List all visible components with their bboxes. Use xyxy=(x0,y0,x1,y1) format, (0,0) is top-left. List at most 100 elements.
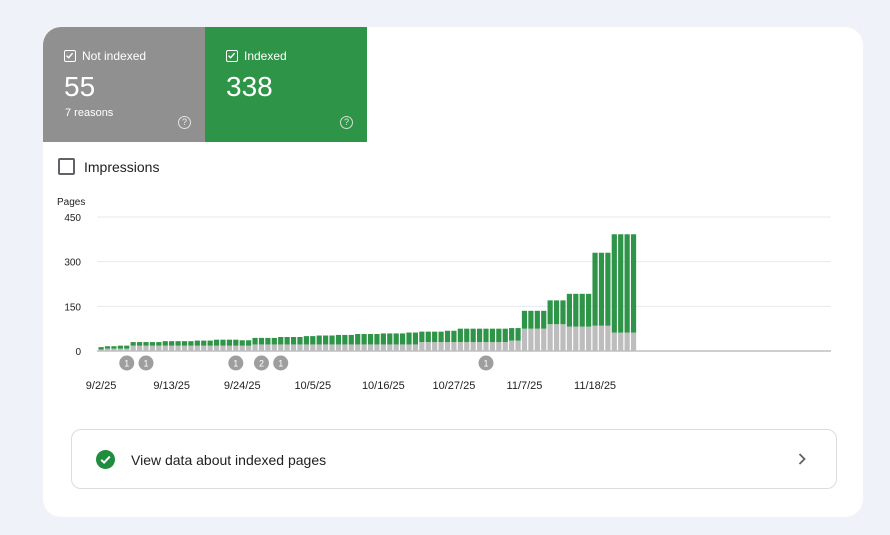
bar-indexed xyxy=(265,337,271,345)
bar-not-indexed xyxy=(573,326,579,351)
bar-indexed xyxy=(194,340,200,346)
bar-not-indexed xyxy=(290,344,297,351)
bar-indexed xyxy=(226,339,232,346)
bar-not-indexed xyxy=(560,324,566,351)
bar-indexed xyxy=(547,300,553,325)
indexed-tile[interactable]: Indexed 338 ? xyxy=(205,27,367,142)
bar-indexed xyxy=(111,346,117,349)
bar-indexed xyxy=(258,337,265,345)
not-indexed-label: Not indexed xyxy=(82,49,147,63)
bar-indexed xyxy=(509,328,515,341)
bar-not-indexed xyxy=(297,344,303,351)
bar-not-indexed xyxy=(335,344,342,351)
bar-not-indexed xyxy=(316,344,322,351)
chevron-right-icon xyxy=(798,453,806,465)
bar-indexed xyxy=(579,293,585,327)
bar-indexed xyxy=(297,337,303,345)
annotation-label: 1 xyxy=(278,359,283,369)
help-icon[interactable]: ? xyxy=(178,116,191,129)
bar-not-indexed xyxy=(143,345,149,351)
bar-indexed xyxy=(124,345,130,349)
bar-indexed xyxy=(618,234,624,333)
bar-indexed xyxy=(329,335,335,345)
bar-not-indexed xyxy=(457,342,463,351)
bar-indexed xyxy=(611,234,617,333)
bar-indexed xyxy=(213,339,220,346)
view-indexed-pages-button[interactable]: View data about indexed pages xyxy=(71,429,837,489)
checkbox-checked-icon[interactable] xyxy=(64,50,76,62)
bar-not-indexed xyxy=(278,344,284,351)
help-icon[interactable]: ? xyxy=(340,116,353,129)
not-indexed-reasons: 7 reasons xyxy=(65,107,114,119)
bar-indexed xyxy=(470,328,476,343)
view-indexed-pages-label: View data about indexed pages xyxy=(131,452,327,468)
bar-not-indexed xyxy=(521,328,528,351)
bar-indexed xyxy=(444,330,451,343)
x-tick-label: 11/7/25 xyxy=(507,380,543,392)
bar-indexed xyxy=(149,342,156,346)
bar-not-indexed xyxy=(432,342,438,351)
bar-indexed xyxy=(541,310,547,329)
bar-not-indexed xyxy=(630,332,637,351)
bar-not-indexed xyxy=(618,332,624,351)
impressions-label: Impressions xyxy=(84,159,160,175)
x-tick-label: 10/27/25 xyxy=(433,380,476,392)
annotation-marker xyxy=(273,355,289,371)
check-circle-icon xyxy=(96,450,115,469)
bar-not-indexed xyxy=(451,342,457,351)
bar-indexed xyxy=(130,342,136,346)
bar-not-indexed xyxy=(213,345,220,351)
bar-not-indexed xyxy=(265,344,271,351)
annotation-label: 2 xyxy=(259,359,264,369)
bar-not-indexed xyxy=(605,325,611,351)
bar-indexed xyxy=(303,336,309,345)
index-coverage-card: Not indexed 55 7 reasons ? Indexed 338 ?… xyxy=(43,27,863,517)
bar-not-indexed xyxy=(476,342,483,351)
bar-not-indexed xyxy=(348,344,354,351)
y-axis-title: Pages xyxy=(57,197,86,208)
bar-indexed xyxy=(400,333,406,345)
bar-not-indexed xyxy=(611,332,617,351)
bar-not-indexed xyxy=(598,325,605,351)
bar-indexed xyxy=(355,334,361,345)
bar-not-indexed xyxy=(246,345,252,351)
bar-indexed xyxy=(323,335,329,345)
bar-indexed xyxy=(438,331,444,343)
bar-indexed xyxy=(605,252,611,326)
bar-not-indexed xyxy=(361,344,367,351)
bar-indexed xyxy=(419,331,425,343)
bar-not-indexed xyxy=(444,342,451,351)
bar-not-indexed xyxy=(355,344,361,351)
bar-not-indexed xyxy=(489,342,496,351)
indexed-label: Indexed xyxy=(244,49,287,63)
checkbox-checked-icon[interactable] xyxy=(226,50,238,62)
not-indexed-tile[interactable]: Not indexed 55 7 reasons ? xyxy=(43,27,205,142)
bar-indexed xyxy=(335,334,342,345)
bar-indexed xyxy=(220,339,226,346)
indexed-count: 338 xyxy=(226,71,273,102)
bar-indexed xyxy=(502,328,508,343)
y-tick-label: 300 xyxy=(64,258,81,269)
bar-not-indexed xyxy=(130,345,136,351)
x-tick-label: 10/5/25 xyxy=(294,380,331,392)
impressions-checkbox[interactable] xyxy=(58,158,75,175)
bar-not-indexed xyxy=(98,349,104,351)
bar-not-indexed xyxy=(406,344,412,351)
bar-indexed xyxy=(534,310,540,329)
bar-indexed xyxy=(592,252,598,326)
not-indexed-count: 55 xyxy=(64,71,96,102)
bar-indexed xyxy=(412,332,419,345)
bar-indexed xyxy=(181,341,188,346)
bar-not-indexed xyxy=(419,342,425,351)
bar-indexed xyxy=(239,340,245,346)
bar-not-indexed xyxy=(483,342,489,351)
annotation-label: 1 xyxy=(124,359,129,369)
annotation-label: 1 xyxy=(143,359,148,369)
bar-not-indexed xyxy=(496,342,502,351)
annotation-marker xyxy=(138,355,154,371)
bar-not-indexed xyxy=(310,344,316,351)
bar-not-indexed xyxy=(547,324,553,351)
bar-indexed xyxy=(98,347,104,350)
bar-not-indexed xyxy=(393,344,399,351)
annotation-label: 1 xyxy=(233,359,238,369)
